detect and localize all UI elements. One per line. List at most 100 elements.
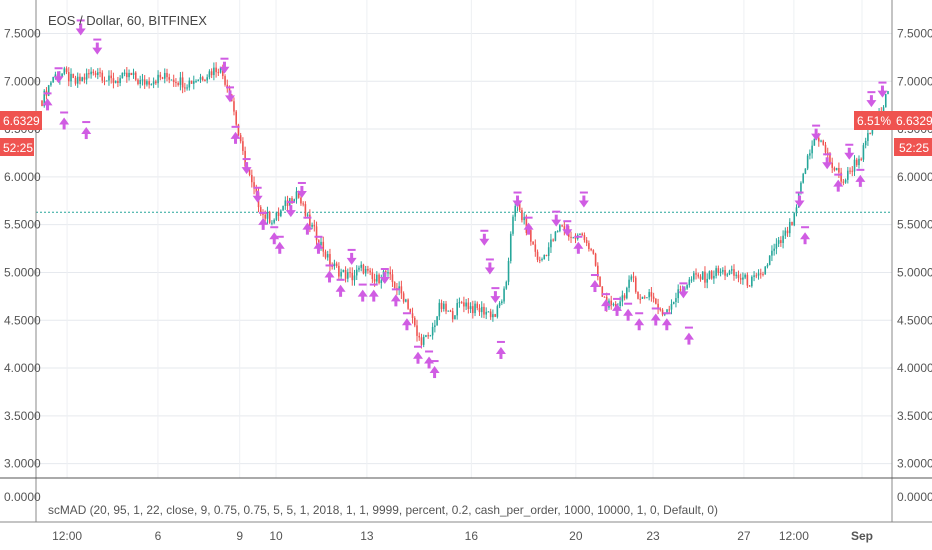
buy-signal-stem: [416, 357, 420, 364]
buy-signal-stem: [46, 104, 50, 111]
sell-signal-stem: [516, 195, 520, 202]
candle-body: [492, 314, 494, 318]
candle-body: [601, 286, 604, 297]
candle-body: [733, 269, 735, 276]
time-axis-tick: 13: [360, 529, 374, 543]
buy-signal-bar: [358, 283, 367, 286]
candle-body: [387, 272, 389, 274]
candle-body: [94, 73, 97, 76]
candle-body: [311, 224, 313, 227]
buy-signal-bar: [402, 312, 411, 315]
candle-body: [597, 265, 599, 277]
buy-signal-bar: [425, 350, 434, 353]
sell-signal-stem: [300, 185, 304, 192]
candle-body: [735, 274, 738, 276]
candle-body: [690, 279, 693, 281]
sell-signal-stem: [869, 95, 873, 102]
buy-signal-stem: [62, 123, 66, 130]
sell-signal-bar: [253, 186, 262, 189]
candle-body: [195, 81, 197, 83]
buy-signal-stem: [305, 228, 309, 235]
candle-body: [554, 231, 557, 241]
buy-signal-stem: [527, 228, 531, 235]
candle-body: [347, 272, 349, 279]
candle-body: [534, 244, 537, 252]
buy-signal-arrow: [274, 241, 285, 249]
sell-signal-arrow: [822, 162, 833, 170]
candle-body: [670, 304, 673, 310]
right-price-axis[interactable]: 7.50007.00006.50006.00005.50005.00004.50…: [897, 26, 932, 470]
candle-body: [449, 310, 452, 312]
buy-signal-bar: [259, 211, 268, 214]
candle-body: [333, 263, 336, 266]
sell-signal-arrow: [794, 200, 805, 208]
left-axis-tick: 4.0000: [4, 361, 41, 375]
candle-body: [847, 170, 849, 180]
candle-body: [143, 79, 146, 85]
candle-body: [550, 239, 552, 248]
buy-signal-arrow: [230, 131, 241, 139]
sell-signal-arrow: [379, 277, 390, 285]
buy-signal-stem: [234, 137, 238, 144]
candle-body: [380, 280, 383, 283]
candle-body: [518, 202, 521, 211]
candle-body: [572, 237, 575, 239]
candle-body: [594, 253, 597, 266]
candle-body: [541, 259, 543, 261]
candle-body: [728, 270, 731, 275]
candle-body: [751, 276, 753, 287]
sell-signal-stem: [880, 85, 884, 92]
candle-body: [739, 278, 742, 280]
sell-signal-arrow: [578, 200, 589, 208]
buy-signal-stem: [604, 305, 608, 312]
candle-body: [204, 80, 206, 82]
candle-body: [201, 77, 204, 81]
time-axis-tick: 10: [269, 529, 283, 543]
candle-body: [494, 314, 496, 317]
candle-body: [99, 72, 101, 74]
buy-signal-stem: [339, 290, 343, 297]
candle-body: [603, 296, 606, 298]
candle-body: [114, 80, 117, 83]
buy-signal-bar: [231, 125, 240, 128]
right-axis-tick: 4.5000: [897, 313, 932, 327]
candle-body: [588, 243, 590, 249]
candle-body: [344, 270, 347, 279]
indicator-axis-tick-left: 0.0000: [4, 490, 41, 504]
candle-body: [844, 179, 847, 183]
candle-body: [92, 71, 95, 74]
candle-body: [416, 325, 418, 336]
candle-body: [358, 267, 360, 270]
candle-body: [376, 274, 378, 282]
sell-signal-bar: [552, 210, 561, 213]
buy-signal-bar: [635, 312, 644, 315]
candle-body: [175, 82, 177, 84]
candle-body: [130, 72, 133, 75]
candle-body: [199, 77, 202, 80]
buy-signal-bar: [82, 121, 91, 124]
candle-body: [824, 144, 827, 153]
candle-body: [43, 90, 46, 107]
candle-body: [777, 240, 780, 244]
candle-body: [275, 212, 278, 220]
time-axis[interactable]: 12:00 6 9 10 13 16 20 23 27 12:00 Sep: [52, 529, 873, 543]
left-price-axis[interactable]: 7.50007.00006.50006.00005.50005.00004.50…: [4, 26, 41, 470]
candle-body: [755, 275, 758, 277]
time-axis-tick: 12:00: [52, 529, 82, 543]
candle-body: [293, 199, 296, 203]
buy-signal-bar: [602, 293, 610, 296]
candle-body: [842, 181, 845, 183]
buy-signal-arrow: [634, 318, 645, 326]
candle-body: [672, 301, 675, 305]
candle-body: [108, 75, 110, 81]
candle-body: [661, 309, 664, 315]
candle-body: [411, 313, 414, 318]
sell-signal-arrow: [92, 47, 103, 55]
strategy-percent: 6.51%: [857, 114, 891, 128]
candle-body: [545, 254, 548, 256]
candle-body: [434, 325, 436, 328]
candle-body: [168, 77, 171, 80]
candle-body: [148, 81, 150, 85]
sell-signal-stem: [383, 272, 387, 279]
